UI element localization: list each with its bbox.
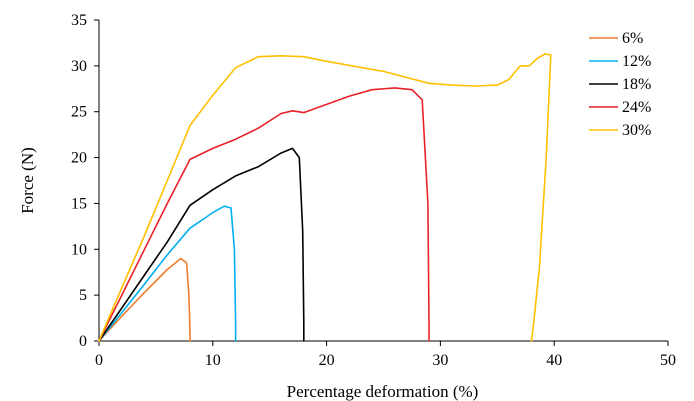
x-tick-label: 0 (95, 352, 103, 369)
y-tick-label: 30 (71, 58, 87, 75)
y-tick-label: 15 (71, 195, 87, 212)
x-tick-label: 50 (660, 352, 676, 369)
y-axis-title: Force (N) (18, 147, 37, 214)
legend-label-12pct: 12% (622, 53, 651, 70)
legend-label-30pct: 30% (622, 122, 651, 139)
x-axis-title: Percentage deformation (%) (287, 382, 479, 401)
legend-label-24pct: 24% (622, 99, 651, 116)
x-tick-label: 20 (319, 352, 335, 369)
x-tick-label: 10 (205, 352, 221, 369)
series-line-24pct (98, 87, 430, 342)
legend-label-18pct: 18% (622, 76, 651, 93)
series-line-18pct (98, 147, 305, 342)
y-tick-label: 25 (71, 104, 87, 121)
series-layer (98, 53, 552, 342)
x-tick-label: 30 (432, 352, 448, 369)
y-tick-label: 20 (71, 150, 87, 167)
legend: 6% 12% 18% 24% 30% (589, 30, 651, 139)
y-tick-label: 0 (79, 333, 87, 350)
axes: 0 5 10 15 20 25 30 35 0 10 20 30 40 50 (71, 12, 676, 369)
y-tick-label: 5 (79, 287, 87, 304)
y-tick-label: 35 (71, 12, 87, 29)
series-line-30pct (98, 53, 552, 342)
x-tick-label: 40 (546, 352, 562, 369)
legend-label-6pct: 6% (622, 30, 643, 47)
series-line-12pct (98, 205, 237, 342)
y-tick-label: 10 (71, 241, 87, 258)
series-line-6pct (98, 257, 191, 342)
